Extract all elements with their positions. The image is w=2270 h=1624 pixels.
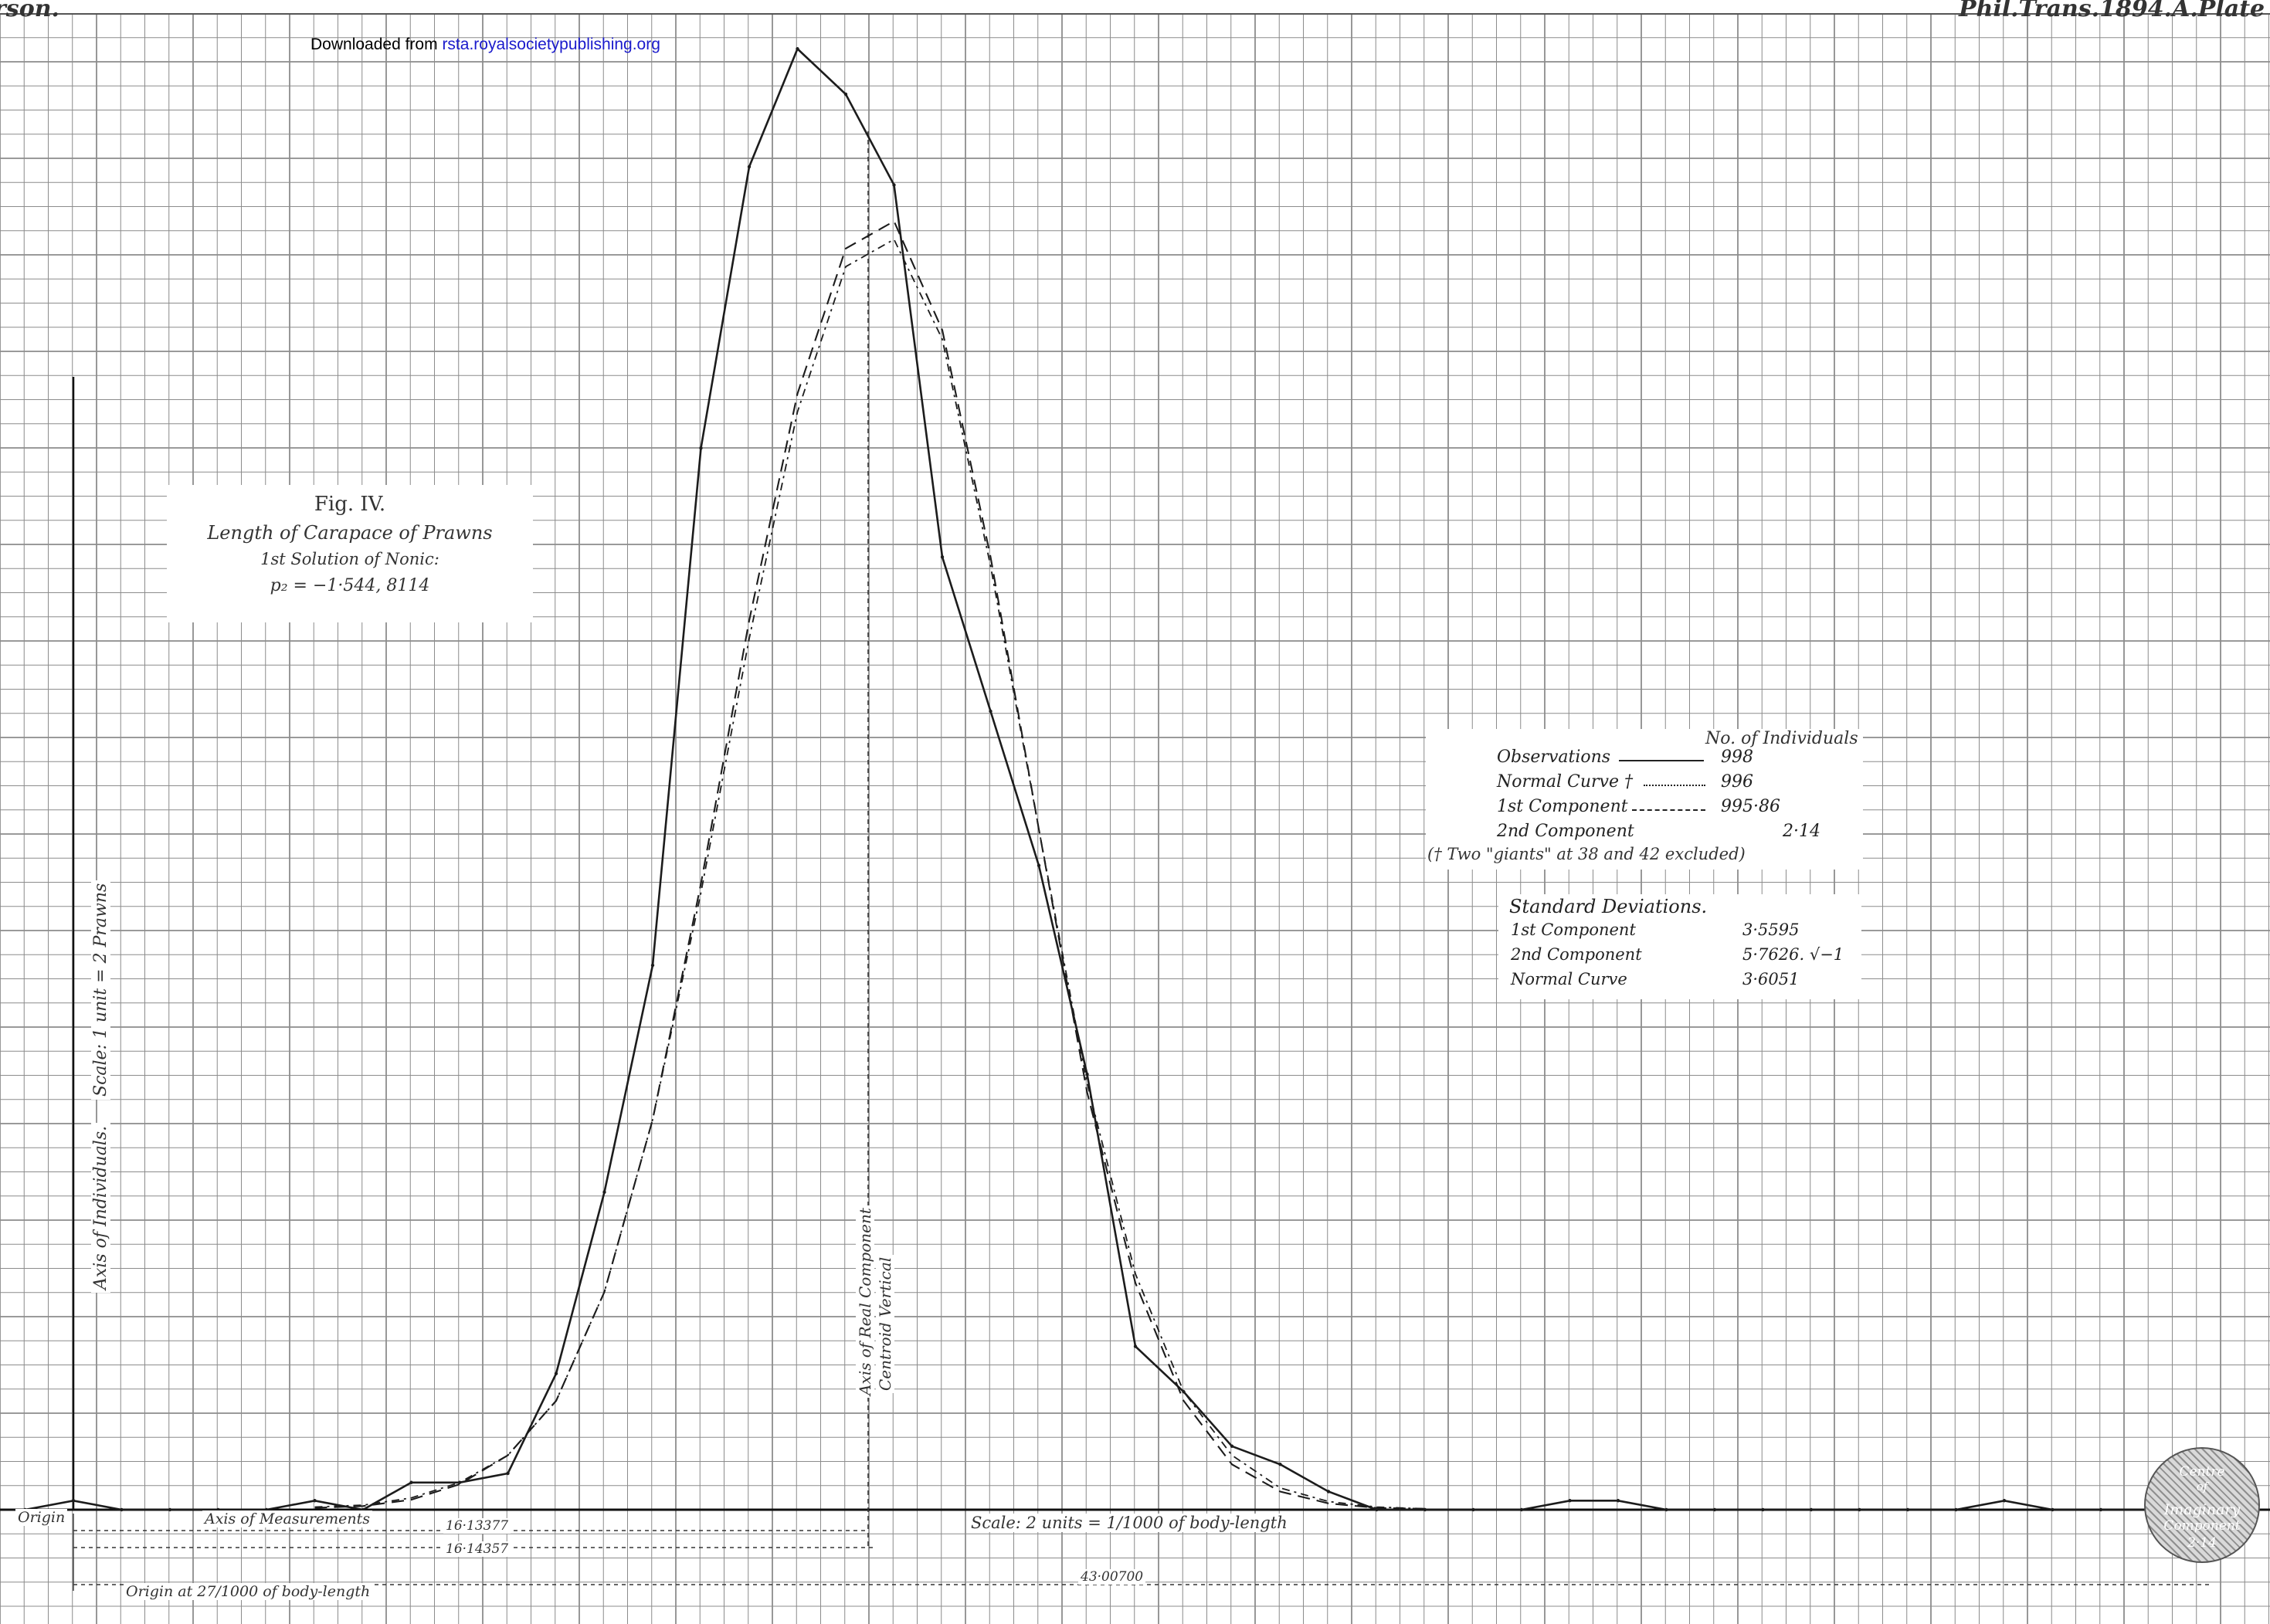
legend-label-second: 2nd Component [1497, 822, 1634, 841]
observation-point [1761, 1507, 1765, 1512]
deviation-value-normal: 3·6051 [1742, 970, 1800, 988]
deviation-value-second: 5·7626. √−1 [1742, 945, 1844, 964]
legend-swatch-dashdot [1644, 785, 1705, 786]
download-prefix: Downloaded from [310, 36, 438, 53]
observation-point [1858, 1507, 1861, 1512]
legend-label-first: 1st Component [1497, 797, 1628, 816]
observation-point [1133, 1344, 1138, 1348]
legend-note: († Two "giants" at 38 and 42 excluded) [1427, 845, 1746, 863]
legend-value-normal: 996 [1721, 772, 1753, 792]
legend-heading: No. of Individuals [1705, 729, 1858, 748]
component-axis-label: Axis of Real Component [856, 1205, 874, 1398]
deviation-label-first: 1st Component [1511, 920, 1636, 939]
series-group [23, 47, 2248, 1512]
dimension-label-1: 16·13377 [443, 1518, 511, 1534]
legend-row: Observations 998 [1497, 748, 1852, 771]
observation-point [747, 164, 752, 169]
legend-row: 1st Component 995·86 [1497, 797, 1852, 820]
deviation-value-first: 3·5595 [1742, 920, 1800, 939]
observation-point [602, 1190, 606, 1194]
imaginary-line-2: Imaginary [2163, 1501, 2241, 1518]
centroid-vertical-label: Centroid Vertical [876, 1254, 894, 1393]
scale-note: Scale: 2 units = 1/1000 of body-length [969, 1514, 1290, 1532]
download-link[interactable]: rsta.royalsocietypublishing.org [442, 36, 660, 53]
observation-point [796, 47, 799, 51]
observation-point [1809, 1507, 1814, 1512]
observation-point [554, 1371, 558, 1375]
legend-row: Normal Curve † 996 [1497, 772, 1852, 795]
legend-label-observations: Observations [1497, 748, 1611, 767]
x-axis-label: Axis of Measurements [202, 1510, 373, 1527]
observation-point [940, 555, 945, 559]
origin-label: Origin [15, 1509, 68, 1526]
y-axis-scale: Scale: 1 unit = 2 Prawns [91, 880, 110, 1100]
observation-point [71, 1499, 76, 1503]
observation-point [1568, 1499, 1572, 1503]
deviation-row: 1st Component 3·5595 [1511, 920, 1851, 944]
observation-point [989, 709, 992, 714]
observation-point [1471, 1507, 1475, 1512]
plate-journal-header: Phil.Trans.1894.A.Plate [1959, 0, 2265, 22]
observation-point [1037, 863, 1041, 867]
figure-title-box: Fig. IV. Length of Carapace of Prawns 1s… [167, 485, 533, 622]
deviation-label-normal: Normal Curve [1511, 970, 1627, 988]
legend-box: No. of Individuals Observations 998 Norm… [1426, 729, 1863, 870]
observation-point [1278, 1463, 1282, 1466]
observation-point [1616, 1499, 1620, 1503]
legend-swatch-dashed [1632, 809, 1705, 811]
deviation-row: Normal Curve 3·6051 [1511, 970, 1851, 993]
deviations-heading: Standard Deviations. [1509, 896, 1708, 917]
download-notice: Downloaded from rsta.royalsocietypublish… [310, 36, 660, 54]
deviation-label-second: 2nd Component [1511, 945, 1642, 964]
observation-point [1712, 1507, 1717, 1512]
observation-point [2002, 1499, 2007, 1503]
observation-point [409, 1480, 413, 1484]
observation-point [1326, 1490, 1331, 1493]
observation-point [120, 1507, 124, 1512]
observation-point [168, 1507, 172, 1512]
plate-author-fragment: rson. [0, 0, 59, 22]
dimension-label-2: 16·14357 [443, 1541, 511, 1557]
deviations-box: Standard Deviations. 1st Component 3·559… [1498, 894, 1861, 999]
observation-point [892, 183, 896, 187]
observation-point [1664, 1507, 1668, 1512]
observation-point [313, 1499, 317, 1503]
legend-value-first: 995·86 [1721, 797, 1780, 816]
legend-label-normal: Normal Curve † [1497, 772, 1633, 792]
observation-point [650, 963, 655, 968]
observation-point [506, 1471, 510, 1476]
observation-point [1519, 1507, 1524, 1512]
imaginary-line-1: of [2196, 1480, 2208, 1493]
figure-solution: 1st Solution of Nonic: [260, 550, 439, 568]
origin-note: Origin at 27/1000 of body-length [124, 1583, 373, 1600]
legend-value-second: 2·14 [1783, 822, 1820, 841]
legend-swatch-solid [1619, 760, 1704, 761]
series-1st-component-line [314, 220, 1426, 1510]
imaginary-component-disc: Centre of Imaginary Component 2·14 [2144, 1447, 2260, 1563]
y-axis-label: Axis of Individuals. [91, 1122, 110, 1293]
figure-number: Fig. IV. [314, 493, 386, 516]
deviation-row: 2nd Component 5·7626. √−1 [1511, 945, 1851, 968]
imaginary-line-4: 2·14 [2187, 1535, 2217, 1551]
observation-point [2099, 1507, 2103, 1512]
imaginary-line-3: Component [2163, 1518, 2241, 1534]
figure-subtitle: Length of Carapace of Prawns [207, 522, 493, 544]
observation-point [699, 446, 703, 450]
observation-point [843, 92, 848, 97]
dimension-label-3: 43·00700 [1078, 1569, 1146, 1585]
imaginary-line-0: Centre [2179, 1464, 2225, 1480]
observation-point [1085, 1072, 1089, 1076]
figure-root: p₂ = −1·544, 8114 [270, 576, 430, 595]
observation-point [1375, 1507, 1379, 1512]
observation-point [1905, 1507, 1910, 1512]
legend-value-observations: 998 [1721, 748, 1753, 767]
legend-row: 2nd Component 2·14 [1497, 822, 1852, 845]
observation-point [2051, 1507, 2055, 1512]
observation-point [1230, 1444, 1234, 1448]
observation-point [1954, 1507, 1958, 1512]
